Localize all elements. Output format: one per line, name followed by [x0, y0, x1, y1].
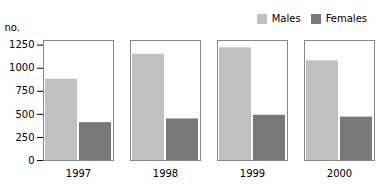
- svg-text:0: 0: [28, 155, 34, 166]
- svg-text:750: 750: [15, 85, 34, 96]
- svg-text:250: 250: [15, 132, 34, 143]
- html-text:Females: Females: [325, 13, 367, 24]
- svg-text:500: 500: [15, 109, 34, 120]
- svg-text:1000: 1000: [9, 62, 34, 73]
- svg-text:1997: 1997: [66, 168, 91, 179]
- html-text:Males: Males: [271, 13, 301, 24]
- svg-text:1998: 1998: [153, 168, 178, 179]
- svg-text:no.: no.: [5, 22, 20, 33]
- svg-text:1999: 1999: [240, 168, 265, 179]
- svg-text:1250: 1250: [9, 39, 34, 50]
- svg-text:2000: 2000: [327, 168, 352, 179]
